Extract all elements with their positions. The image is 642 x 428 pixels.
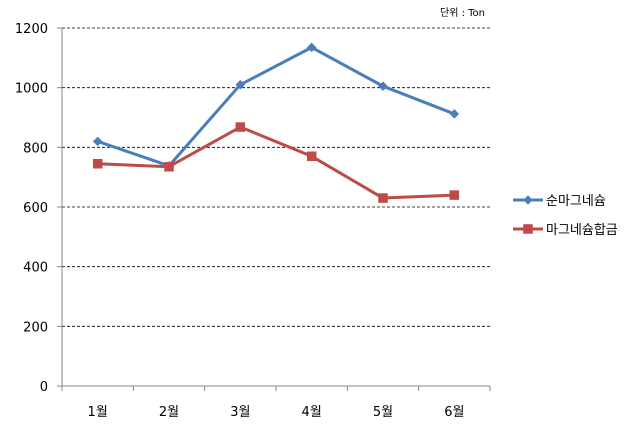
data-point bbox=[378, 193, 388, 203]
legend-item-1: 순마그네슘 bbox=[513, 194, 606, 209]
series-1 bbox=[92, 42, 460, 171]
axes bbox=[57, 27, 491, 391]
data-point bbox=[306, 151, 317, 162]
gridlines bbox=[62, 27, 490, 327]
legend-item-2: 마그네슘합금 bbox=[513, 223, 618, 238]
y-tick-label: 1200 bbox=[15, 22, 48, 37]
data-point bbox=[449, 109, 460, 119]
y-tick-label: 400 bbox=[23, 261, 48, 276]
y-axis-ticks: 0 200 400 600 800 1000 1200 bbox=[15, 22, 48, 395]
data-point bbox=[378, 81, 388, 92]
x-tick-label: 5월 bbox=[373, 405, 393, 420]
x-tick-label: 3월 bbox=[230, 405, 250, 420]
x-tick-label: 4월 bbox=[302, 405, 322, 420]
series-group bbox=[92, 42, 460, 203]
x-tick-label: 2월 bbox=[159, 405, 179, 420]
series-line bbox=[97, 125, 455, 200]
data-point bbox=[449, 190, 460, 200]
data-point bbox=[92, 158, 103, 169]
series-line bbox=[97, 45, 455, 168]
x-tick-label: 6월 bbox=[444, 405, 464, 420]
legend-label: 마그네슘합금 bbox=[546, 223, 618, 238]
y-tick-label: 600 bbox=[23, 201, 48, 216]
y-tick-label: 200 bbox=[23, 320, 48, 335]
data-point bbox=[164, 161, 174, 172]
series-2 bbox=[92, 122, 460, 203]
data-point bbox=[235, 79, 246, 90]
data-point bbox=[92, 136, 103, 147]
legend-marker bbox=[523, 224, 533, 234]
y-tick-label: 1000 bbox=[15, 82, 48, 97]
data-point bbox=[306, 42, 317, 53]
x-tick-label: 1월 bbox=[88, 405, 108, 420]
unit-label: 단위 : Ton bbox=[440, 6, 485, 19]
legend-marker bbox=[523, 195, 533, 205]
y-tick-label: 0 bbox=[40, 380, 48, 395]
x-axis-ticks: 1월 2월 3월 4월 5월 6월 bbox=[88, 405, 465, 420]
legend-label: 순마그네슘 bbox=[546, 194, 606, 209]
data-point bbox=[235, 122, 246, 132]
y-tick-label: 800 bbox=[23, 141, 48, 156]
